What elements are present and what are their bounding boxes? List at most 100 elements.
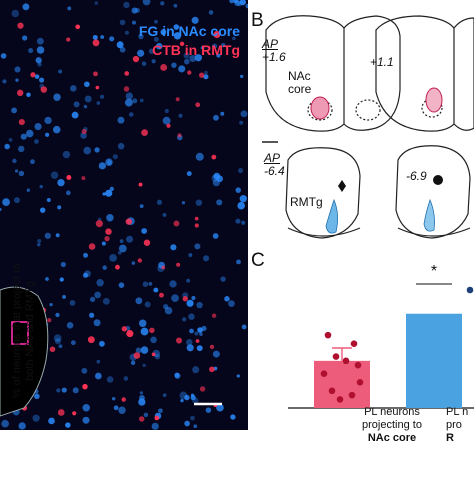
fg-labeled-cell <box>14 66 21 73</box>
fg-labeled-cell <box>205 407 212 413</box>
fg-labeled-cell <box>138 319 147 328</box>
fg-labeled-cell <box>197 327 203 333</box>
fg-labeled-cell <box>111 396 116 401</box>
ctb-labeled-cell <box>151 352 156 357</box>
fg-labeled-cell <box>54 338 62 345</box>
fg-labeled-cell <box>36 46 45 54</box>
data-point <box>320 370 328 378</box>
fg-labeled-cell <box>88 312 95 318</box>
ctb-labeled-cell <box>143 239 151 246</box>
fg-labeled-cell <box>194 331 199 336</box>
fg-labeled-cell <box>34 74 40 79</box>
fg-labeled-cell <box>112 154 118 160</box>
ctb-labeled-cell <box>173 220 180 227</box>
data-point <box>350 340 358 348</box>
fg-labeled-cell <box>171 294 179 303</box>
section-outline <box>265 15 401 132</box>
ctb-labeled-cell <box>124 71 130 76</box>
fg-labeled-cell <box>139 395 145 401</box>
ctb-labeled-cell <box>194 223 199 228</box>
fg-labeled-cell <box>106 376 114 383</box>
fg-labeled-cell <box>49 302 53 307</box>
fg-labeled-cell <box>55 233 60 238</box>
fg-labeled-cell <box>216 199 223 206</box>
ctb-labeled-cell <box>18 119 25 126</box>
ctb-label: CTB in RMTg <box>152 42 240 58</box>
fg-labeled-cell <box>83 252 89 258</box>
fg-labeled-cell <box>139 98 144 103</box>
fg-labeled-cell <box>98 162 106 170</box>
y-axis-label: % of neurons that project to both NAc an… <box>11 263 36 399</box>
fg-labeled-cell <box>230 414 236 420</box>
fg-labeled-cell <box>117 251 122 255</box>
fg-labeled-cell <box>30 159 35 165</box>
fg-labeled-cell <box>169 280 177 288</box>
fg-labeled-cell <box>62 150 71 159</box>
ctb-labeled-cell <box>123 86 130 92</box>
fg-labeled-cell <box>101 241 106 246</box>
fg-labeled-cell <box>213 114 219 121</box>
fg-labeled-cell <box>34 139 39 144</box>
midline-marker <box>433 175 443 185</box>
fg-labeled-cell <box>124 30 129 35</box>
fg-labeled-cell <box>96 279 104 287</box>
ctb-labeled-cell <box>40 86 48 93</box>
fg-labeled-cell <box>105 158 113 166</box>
fg-labeled-cell <box>195 152 204 161</box>
ctb-labeled-cell <box>126 330 134 338</box>
fg-labeled-cell <box>193 424 198 429</box>
micrograph-panel: FG in NAc core CTB in RMTg <box>0 0 248 430</box>
fg-labeled-cell <box>148 48 155 54</box>
ctb-labeled-cell <box>141 129 148 136</box>
fg-labeled-cell <box>102 265 107 270</box>
fg-labeled-cell <box>135 297 143 305</box>
fg-labeled-cell <box>236 374 240 378</box>
fg-labeled-cell <box>118 282 125 288</box>
ctb-labeled-cell <box>17 22 24 29</box>
fg-labeled-cell <box>239 0 246 6</box>
fg-labeled-cell <box>106 160 112 166</box>
panel-letter-c: C <box>251 250 265 271</box>
fg-labeled-cell <box>204 70 208 75</box>
fg-labeled-cell <box>221 42 226 48</box>
fg-labeled-cell <box>138 398 146 406</box>
ctb-labeled-cell <box>209 366 215 373</box>
fg-labeled-cell <box>99 340 105 347</box>
fg-labeled-cell <box>113 405 119 411</box>
fg-labeled-cell <box>45 132 50 137</box>
ctb-labeled-cell <box>179 41 185 46</box>
fg-labeled-cell <box>229 0 234 4</box>
ctb-labeled-cell <box>138 182 143 187</box>
fg-labeled-cell <box>173 3 178 8</box>
fg-labeled-cell <box>233 0 238 4</box>
fg-labeled-cell <box>199 332 203 336</box>
fg-labeled-cell <box>183 58 190 65</box>
ctb-labeled-cell <box>175 97 180 102</box>
fg-labeled-cell <box>140 346 149 354</box>
fg-labeled-cell <box>11 9 20 18</box>
fg-labeled-cell <box>0 207 2 212</box>
fg-labeled-cell <box>160 1 165 6</box>
fg-labeled-cell <box>106 214 114 222</box>
bar-chart: * <box>288 263 474 409</box>
fg-labeled-cell <box>189 328 194 334</box>
fg-labeled-cell <box>132 98 138 104</box>
fg-labeled-cell <box>128 112 134 117</box>
ctb-labeled-cell <box>87 336 95 344</box>
fg-labeled-cell <box>50 171 59 179</box>
ctb-labeled-cell <box>66 37 71 42</box>
fg-labeled-cell <box>84 95 92 103</box>
data-point <box>332 353 340 360</box>
fg-labeled-cell <box>109 254 117 262</box>
fg-labeled-cell <box>208 10 214 15</box>
fg-labeled-cell <box>36 37 44 45</box>
fg-labeled-cell <box>232 36 236 41</box>
ap-value: +1.6 <box>262 50 286 64</box>
fg-labeled-cell <box>73 101 80 108</box>
ctb-labeled-cell <box>199 386 206 392</box>
x-label-nac: PL neurons projecting to NAc core <box>362 406 422 444</box>
ctb-labeled-cell <box>211 154 217 160</box>
inset-region-box <box>11 321 29 345</box>
fg-labeled-cell <box>100 35 105 39</box>
fg-labeled-cell <box>190 415 195 421</box>
